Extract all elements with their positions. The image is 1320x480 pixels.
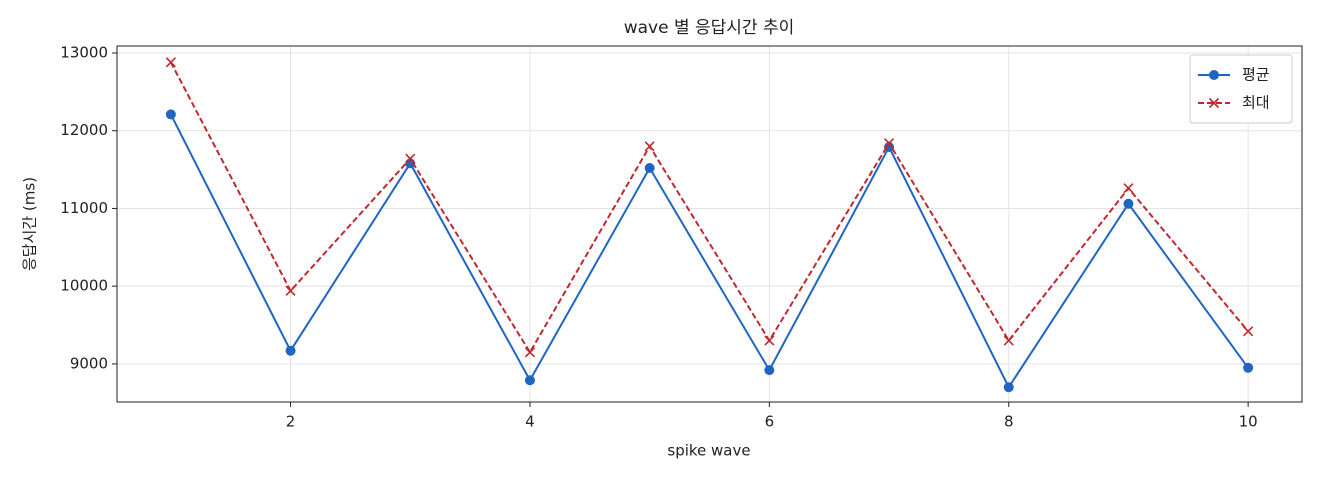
y-tick-label: 12000: [60, 121, 108, 139]
x-tick-label: 2: [286, 413, 296, 431]
y-tick-label: 13000: [60, 43, 108, 61]
marker: [1003, 382, 1014, 393]
x-tick-label: 10: [1239, 413, 1258, 431]
plot-frame: [116, 45, 1303, 403]
marker: [285, 285, 296, 296]
marker: [1123, 198, 1134, 209]
marker: [764, 335, 775, 346]
marker: [1123, 183, 1134, 194]
legend-label: 최대: [1242, 94, 1270, 112]
line: [169, 61, 1249, 355]
y-tick-label: 11000: [60, 199, 108, 217]
y-axis-label: 응답시간 (ms): [21, 177, 39, 271]
marker: [405, 153, 416, 164]
marker: [1243, 362, 1254, 373]
x-tick-label: 8: [1004, 413, 1014, 431]
line: [169, 113, 1249, 390]
y-tick-label: 9000: [70, 354, 108, 372]
x-tick-label: 4: [525, 413, 535, 431]
legend-box: [1189, 54, 1293, 124]
marker: [883, 138, 895, 149]
marker: [1003, 335, 1014, 346]
marker: [1243, 326, 1254, 337]
marker: [524, 347, 536, 358]
x-tick-label: 6: [765, 413, 775, 431]
x-axis-label: spike wave: [667, 442, 750, 460]
marker: [285, 345, 296, 356]
legend-label: 평균: [1242, 66, 1270, 84]
y-tick-label: 10000: [60, 277, 108, 295]
marker: [644, 141, 655, 152]
marker: [165, 109, 176, 120]
marker: [764, 365, 775, 376]
chart-title: wave 별 응답시간 추이: [624, 18, 795, 38]
marker: [644, 163, 655, 174]
marker: [1208, 97, 1220, 109]
marker: [165, 57, 176, 68]
marker: [1209, 70, 1219, 80]
marker: [524, 375, 535, 386]
